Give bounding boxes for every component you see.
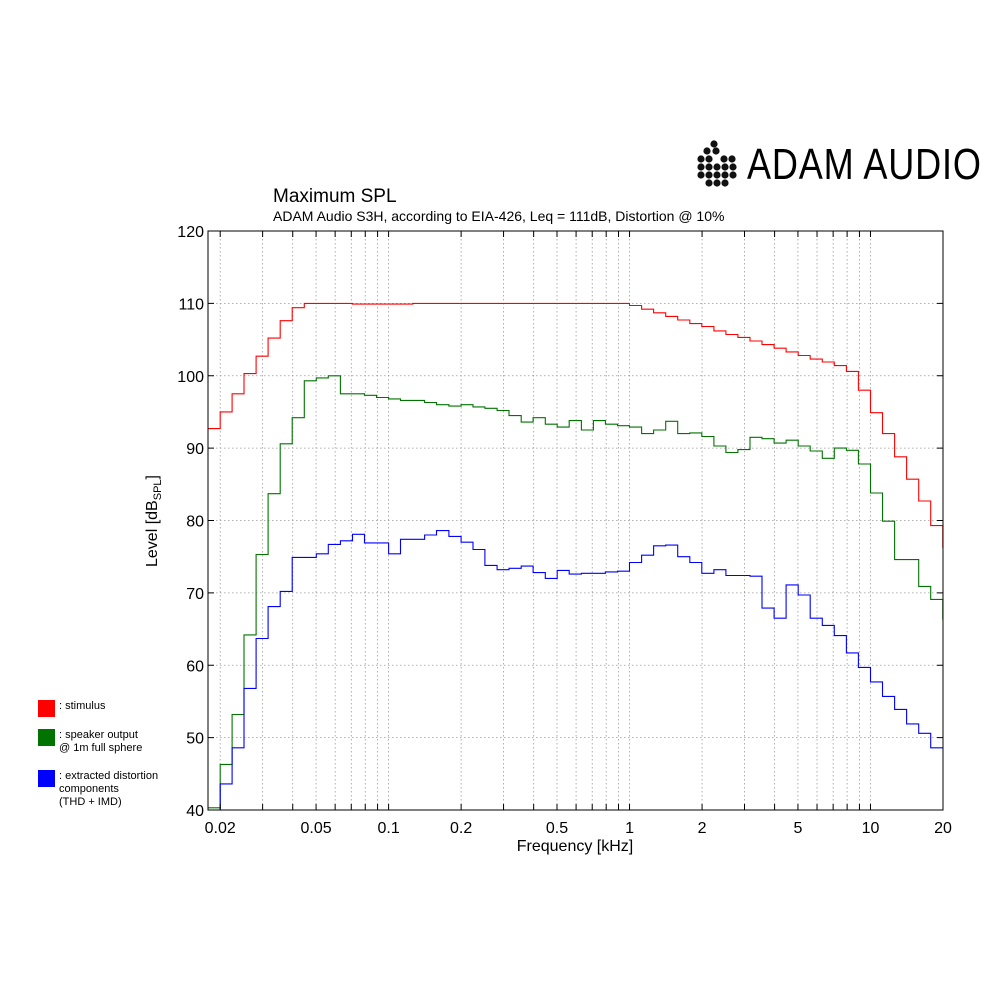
x-tick-label: 0.02 (205, 820, 236, 837)
y-tick-label: 70 (186, 586, 204, 603)
brand-logo: ADAM AUDIO (697, 140, 981, 190)
y-tick-label: 90 (186, 441, 204, 458)
legend-label: : extracted distortion components (THD +… (59, 770, 159, 808)
y-tick-label: 80 (186, 514, 204, 531)
y-axis-label: Level [dBSPL] (144, 475, 164, 567)
legend-label-text: stimulus (65, 700, 106, 712)
legend-item-speaker-output: : speaker output @ 1m full sphere (38, 729, 142, 755)
chart-title: Maximum SPL (273, 186, 397, 207)
x-tick-label: 0.2 (450, 820, 472, 837)
y-tick-label: 60 (186, 658, 204, 675)
x-tick-label: 1 (625, 820, 634, 837)
x-tick-label: 0.05 (301, 820, 332, 837)
adam-logo-icon (697, 140, 737, 187)
x-tick-label: 0.5 (546, 820, 568, 837)
x-axis-label: Frequency [kHz] (516, 838, 634, 855)
x-tick-label: 10 (862, 820, 880, 837)
legend-item-stimulus: : stimulus (38, 700, 105, 717)
y-tick-label: 120 (177, 224, 204, 241)
y-tick-label: 100 (177, 369, 204, 386)
series-layer (208, 302, 944, 811)
x-tick-label: 5 (793, 820, 802, 837)
x-tick-label: 2 (698, 820, 707, 837)
y-tick-label: 40 (186, 803, 204, 820)
x-tick-label: 20 (934, 820, 952, 837)
series-line-distortion (208, 530, 943, 811)
legend-swatch (38, 700, 55, 717)
grid-lines (208, 230, 944, 811)
legend-label: : speaker output @ 1m full sphere (59, 729, 143, 754)
x-tick-label: 0.1 (377, 820, 399, 837)
y-axis-label-end: ] (143, 475, 161, 480)
legend-swatch (38, 729, 55, 746)
legend-swatch (38, 770, 55, 787)
legend-item-distortion: : extracted distortion components (THD +… (38, 770, 158, 809)
y-tick-label: 110 (178, 296, 204, 313)
legend-label: : stimulus (59, 700, 106, 712)
brand-name: ADAM AUDIO (747, 140, 982, 189)
legend-label-text: speaker output @ 1m full sphere (59, 729, 143, 754)
series-line-speaker-output (208, 375, 944, 809)
y-axis-label-main: Level [dB (143, 500, 161, 567)
legend-label-text: extracted distortion components (THD + I… (59, 770, 159, 808)
y-axis-label-unit: SPL (152, 479, 165, 501)
series-line-stimulus (208, 302, 944, 548)
chart-subtitle: ADAM Audio S3H, according to EIA-426, Le… (273, 208, 725, 224)
y-tick-label: 50 (186, 731, 204, 748)
